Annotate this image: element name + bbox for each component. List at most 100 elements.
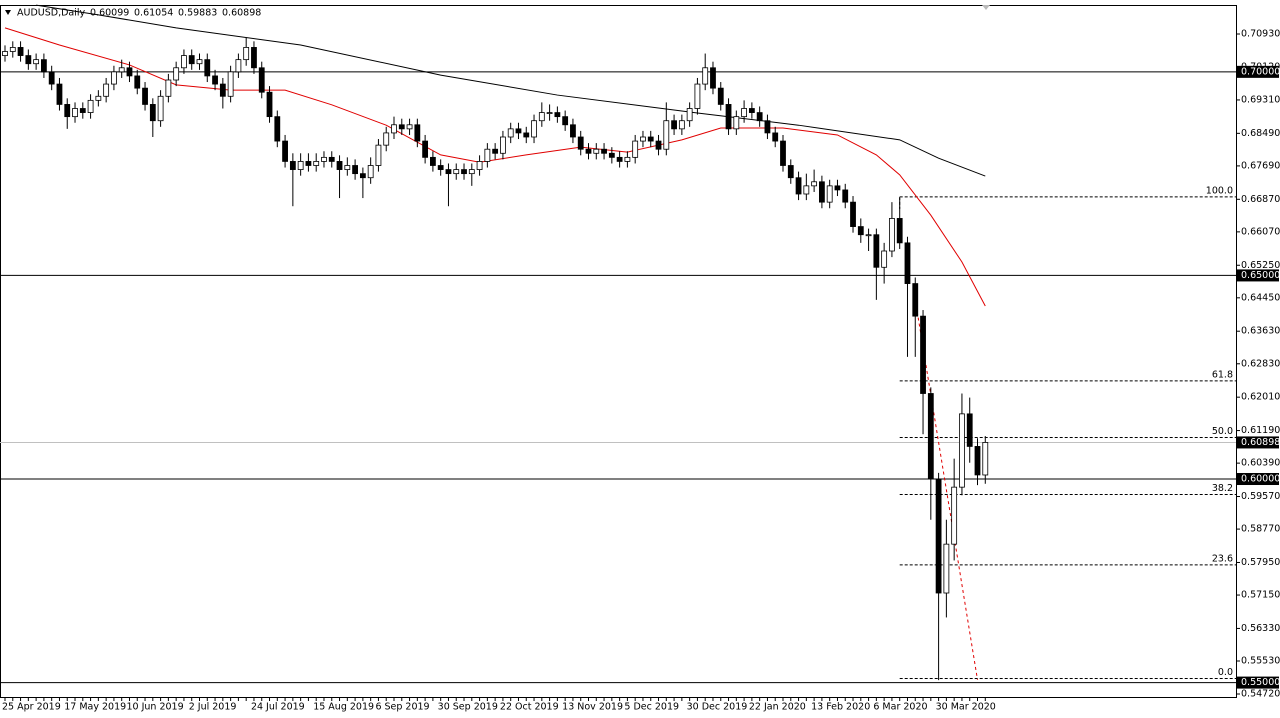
x-tick-label: 6 Sep 2019 bbox=[375, 702, 429, 713]
x-tick-label: 22 Oct 2019 bbox=[500, 702, 559, 713]
candle-body bbox=[943, 543, 950, 594]
candle-body bbox=[717, 87, 724, 105]
level-label: 0.55000 bbox=[1241, 677, 1280, 688]
candle-body bbox=[282, 140, 288, 162]
x-tick-label: 30 Mar 2020 bbox=[936, 702, 996, 713]
y-tick-label: 0.57150 bbox=[1241, 590, 1280, 601]
candle-body bbox=[780, 140, 786, 166]
y-tick-label: 0.60390 bbox=[1241, 458, 1280, 469]
x-tick-label: 2 Jul 2019 bbox=[189, 702, 237, 713]
y-tick-label: 0.57950 bbox=[1241, 557, 1280, 568]
candle-body bbox=[585, 148, 592, 154]
candle-body bbox=[126, 67, 133, 77]
candle-body bbox=[274, 116, 281, 142]
candle-body bbox=[414, 124, 421, 142]
candle-body bbox=[601, 148, 607, 154]
candle-body bbox=[492, 148, 499, 154]
candle-body bbox=[476, 161, 483, 170]
candle-body bbox=[725, 104, 732, 130]
candle-body bbox=[881, 250, 888, 268]
candle-body bbox=[842, 189, 849, 203]
low: 0.59883 bbox=[178, 8, 217, 19]
candle-body bbox=[663, 120, 670, 150]
y-tick-label: 0.62830 bbox=[1241, 358, 1280, 369]
candle-body bbox=[873, 234, 880, 268]
candle-body bbox=[227, 71, 234, 97]
x-tick-label: 30 Dec 2019 bbox=[687, 702, 748, 713]
candle-body bbox=[111, 71, 117, 85]
candle-body bbox=[640, 136, 646, 142]
y-tick-label: 0.56330 bbox=[1241, 623, 1280, 634]
candle-body bbox=[865, 234, 872, 237]
candle-body bbox=[9, 47, 16, 52]
candle-body bbox=[577, 136, 584, 150]
level-tag bbox=[1237, 676, 1279, 689]
candle-body bbox=[974, 446, 981, 476]
candle-body bbox=[920, 315, 926, 394]
candle-body bbox=[570, 124, 576, 138]
menu-arrow bbox=[5, 10, 11, 15]
close: 0.60898 bbox=[222, 8, 261, 19]
candle-body bbox=[313, 161, 320, 166]
y-tick-label: 0.64450 bbox=[1241, 292, 1280, 303]
candle-body bbox=[212, 75, 218, 85]
candle-body bbox=[422, 140, 429, 158]
candle-body bbox=[56, 83, 63, 105]
level-tag bbox=[1237, 65, 1279, 78]
candle-body bbox=[710, 67, 716, 89]
candle-body bbox=[500, 136, 506, 154]
candle-body bbox=[25, 55, 32, 65]
candle-body bbox=[251, 47, 257, 69]
candle-body bbox=[468, 169, 475, 175]
candle-body bbox=[772, 132, 779, 142]
candle-body bbox=[678, 120, 685, 130]
x-tick-label: 13 Feb 2020 bbox=[811, 702, 870, 713]
candle-body bbox=[671, 120, 677, 130]
fib-label: 0.0 bbox=[1218, 667, 1233, 678]
y-tick-label: 0.67690 bbox=[1241, 160, 1280, 171]
candle-body bbox=[181, 55, 187, 69]
candle-body bbox=[982, 442, 989, 476]
candle-body bbox=[134, 75, 141, 89]
candle-body bbox=[391, 124, 397, 134]
candle-body bbox=[531, 120, 537, 138]
x-tick-label: 22 Jan 2020 bbox=[749, 702, 806, 713]
candle-body bbox=[165, 79, 172, 97]
y-tick-label: 0.68490 bbox=[1241, 128, 1280, 139]
x-tick-label: 6 Mar 2020 bbox=[873, 702, 927, 713]
candle-body bbox=[235, 59, 242, 73]
level-tag bbox=[1237, 473, 1279, 486]
candle-body bbox=[764, 120, 771, 134]
level-label: 0.70000 bbox=[1241, 66, 1280, 77]
level-label: 0.65000 bbox=[1241, 270, 1280, 281]
candle-body bbox=[896, 218, 903, 244]
candle-body bbox=[647, 136, 654, 142]
candle-body bbox=[927, 393, 934, 480]
candle-body bbox=[48, 71, 55, 85]
candle-body bbox=[33, 59, 40, 65]
candle-body bbox=[959, 413, 965, 488]
candle-body bbox=[826, 185, 833, 203]
x-tick-label: 10 Jun 2019 bbox=[126, 702, 183, 713]
candle-body bbox=[912, 283, 919, 317]
candle-body bbox=[453, 169, 460, 175]
y-tick-label: 0.62010 bbox=[1241, 392, 1280, 403]
x-tick-label: 30 Sep 2019 bbox=[438, 702, 498, 713]
candle-body bbox=[118, 67, 125, 73]
candle-body bbox=[850, 201, 856, 227]
candle-body bbox=[103, 83, 110, 97]
y-tick-label: 0.69310 bbox=[1241, 94, 1280, 105]
candle-body bbox=[437, 165, 444, 170]
candle-body bbox=[243, 47, 250, 61]
candle-body bbox=[608, 152, 615, 158]
candle-body bbox=[445, 169, 452, 175]
candle-body bbox=[523, 132, 530, 138]
candle-body bbox=[803, 185, 810, 195]
candle-body bbox=[756, 112, 763, 122]
candle-body bbox=[188, 55, 195, 65]
candle-body bbox=[546, 112, 553, 114]
open: 0.60099 bbox=[90, 8, 129, 19]
candle-body bbox=[748, 108, 755, 113]
candle-body bbox=[79, 108, 86, 113]
